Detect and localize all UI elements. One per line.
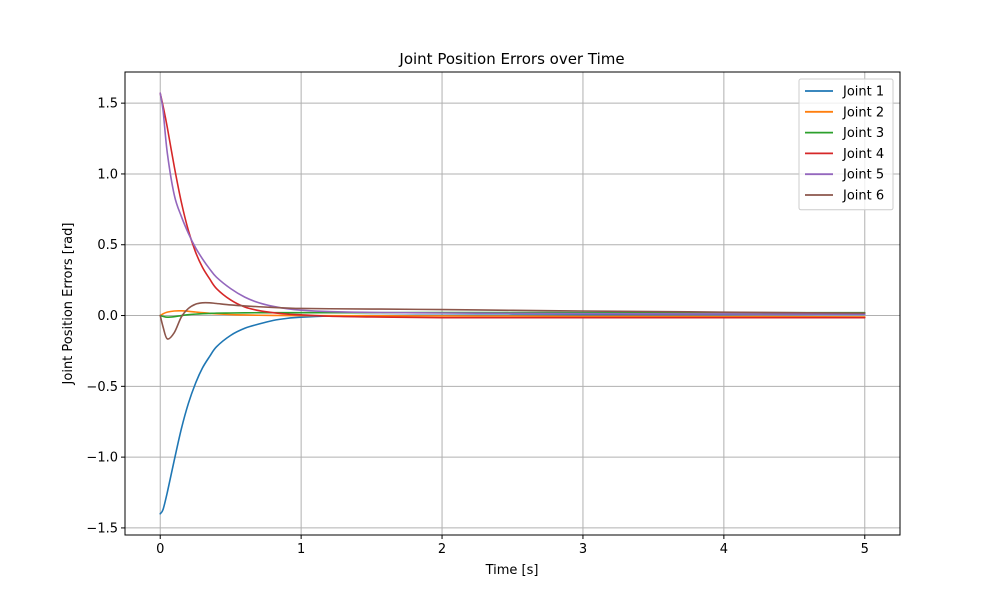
legend-label: Joint 4 [842,147,884,162]
plot-frame [124,71,901,536]
y-tick-label: 1.0 [97,167,118,182]
y-axis-ticks: −1.5 −1.0 −0.5 0.0 0.5 1.0 1.5 [86,97,125,536]
series-line-joint-5 [159,92,866,315]
legend-label: Joint 6 [842,189,884,204]
x-tick-label: 2 [438,542,446,557]
y-tick-label: −1.0 [86,451,118,466]
y-tick-label: 0.0 [97,309,118,324]
chart-title: Joint Position Errors over Time [398,50,624,68]
series-line-joint-6 [159,301,866,340]
series-line-joint-1 [159,313,866,515]
x-axis-ticks: 0 1 2 3 4 5 [156,535,869,557]
series-line-joint-2 [159,310,866,318]
legend-label: Joint 1 [842,85,884,100]
y-tick-label: −1.5 [86,521,118,536]
x-tick-label: 4 [720,542,728,557]
legend-label: Joint 3 [842,126,884,141]
x-tick-label: 1 [297,542,305,557]
legend-label: Joint 5 [842,168,884,183]
legend: Joint 1 Joint 2 Joint 3 Joint 4 Joint 5 Joint… [798,78,894,211]
y-axis-label: Joint Position Errors [rad] [61,223,76,386]
y-tick-label: 0.5 [97,238,118,253]
x-tick-label: 3 [579,542,587,557]
x-tick-label: 0 [156,542,164,557]
y-tick-label: −0.5 [86,380,118,395]
series-lines [159,92,866,515]
x-tick-label: 5 [861,542,869,557]
grid [125,72,900,535]
x-axis-label: Time [s] [485,563,539,578]
y-tick-label: 1.5 [97,97,118,112]
series-line-joint-4 [159,92,866,319]
legend-label: Joint 2 [842,105,884,120]
